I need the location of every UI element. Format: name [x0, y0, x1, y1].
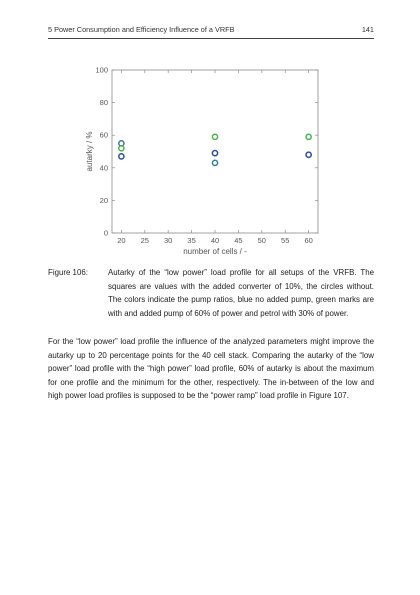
data-point [211, 159, 219, 167]
x-tick-label: 40 [211, 236, 219, 245]
y-tick-label: 20 [100, 196, 108, 205]
x-tick-label: 20 [117, 236, 125, 245]
header-rule [48, 38, 374, 39]
figure-label: Figure 106: [48, 268, 88, 277]
x-tick-label: 25 [141, 236, 149, 245]
data-point [211, 149, 219, 157]
x-tick-label: 30 [164, 236, 172, 245]
plot-area [111, 69, 319, 234]
x-axis-label: number of cells / - [183, 247, 247, 256]
data-point [118, 144, 125, 152]
data-point [305, 133, 312, 141]
page-number: 141 [361, 25, 374, 34]
y-tick-label: 0 [104, 229, 108, 238]
data-point [305, 151, 312, 159]
data-point [211, 133, 219, 141]
x-tick-label: 35 [187, 236, 195, 245]
y-tick-label: 40 [100, 163, 108, 172]
y-tick-label: 80 [100, 98, 108, 107]
y-tick-label: 60 [100, 131, 108, 140]
page-header: 5 Power Consumption and Efficiency Influ… [48, 25, 374, 37]
x-tick-label: 60 [304, 236, 312, 245]
figure-caption: Figure 106: Autarky of the “low power” l… [48, 266, 374, 320]
y-axis-label: autarky / % [85, 131, 94, 171]
chapter-title: 5 Power Consumption and Efficiency Influ… [48, 25, 235, 34]
x-tick-label: 50 [258, 236, 266, 245]
y-tick-label: 100 [95, 66, 108, 75]
figure-caption-text: Autarky of the “low power” load profile … [108, 268, 374, 318]
x-tick-label: 55 [281, 236, 289, 245]
autarky-scatter-chart: 20 25 30 35 40 45 50 55 60 0 20 40 60 80 100 number of … [85, 66, 319, 256]
data-point [118, 153, 125, 160]
body-paragraph: For the “low power” load profile the inf… [48, 337, 374, 400]
x-tick-label: 45 [234, 236, 242, 245]
